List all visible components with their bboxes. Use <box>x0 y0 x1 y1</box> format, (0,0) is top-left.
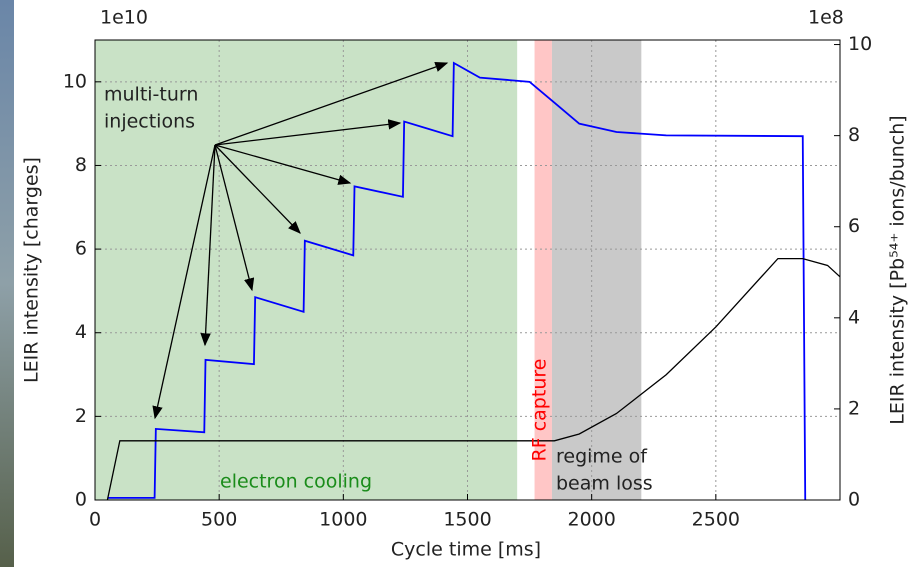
annotation: multi-turn <box>104 84 198 106</box>
annotation-arrow <box>214 61 449 146</box>
plot-frame <box>94 39 841 501</box>
y2-tick-label: 10 <box>848 33 872 55</box>
annotation-arrow <box>200 144 216 347</box>
data-line <box>106 257 841 501</box>
y-tick-label: 10 <box>63 70 87 92</box>
x-tick-label: 500 <box>201 509 237 531</box>
x-tick-label: 2000 <box>567 509 615 531</box>
data-line <box>107 61 807 501</box>
annotation-arrow <box>214 119 402 146</box>
shaded-region <box>534 40 552 500</box>
x-tick-label: 0 <box>89 509 101 531</box>
y-axis-label: LEIR intensity [charges] <box>21 157 43 383</box>
x-tick-label: 1000 <box>319 509 367 531</box>
annotation: beam loss <box>556 473 653 495</box>
annotation-arrow <box>214 144 301 234</box>
annotation: RF capture <box>529 359 551 462</box>
x-tick-label: 2500 <box>692 509 740 531</box>
y2-offset: 1e8 <box>808 7 844 29</box>
shaded-region <box>551 40 642 500</box>
plot: 0 500 1000 1500 2000 2500 0 2 4 6 8 10 0 2 4 6 8 10 multi-… <box>63 33 872 530</box>
annotation: electron cooling <box>220 471 372 493</box>
y2-tick-label: 6 <box>848 215 860 237</box>
y-tick-label: 0 <box>75 489 87 511</box>
shaded-region <box>95 40 518 500</box>
annotation: injections <box>104 111 195 133</box>
y-offset: 1e10 <box>100 7 148 29</box>
annotation-arrow <box>214 144 255 292</box>
y2-tick-label: 0 <box>848 489 860 511</box>
annotation: regime of <box>556 446 648 468</box>
y2-tick-label: 4 <box>848 306 860 328</box>
y2-tick-label: 8 <box>848 124 860 146</box>
background-photo-strip <box>0 0 14 567</box>
x-tick-label: 1500 <box>443 509 491 531</box>
y2-tick-label: 2 <box>848 397 860 419</box>
y-tick-label: 6 <box>75 238 87 260</box>
y-tick-label: 2 <box>75 405 87 427</box>
annotation-arrow <box>214 144 352 185</box>
annotation-arrow <box>152 144 216 420</box>
y-tick-label: 8 <box>75 154 87 176</box>
y2-axis-label: LEIR intensity [Pb⁵⁴⁺ ions/bunch] <box>887 115 909 424</box>
x-axis-label: Cycle time [ms] <box>391 539 541 561</box>
y-tick-label: 4 <box>75 321 87 343</box>
